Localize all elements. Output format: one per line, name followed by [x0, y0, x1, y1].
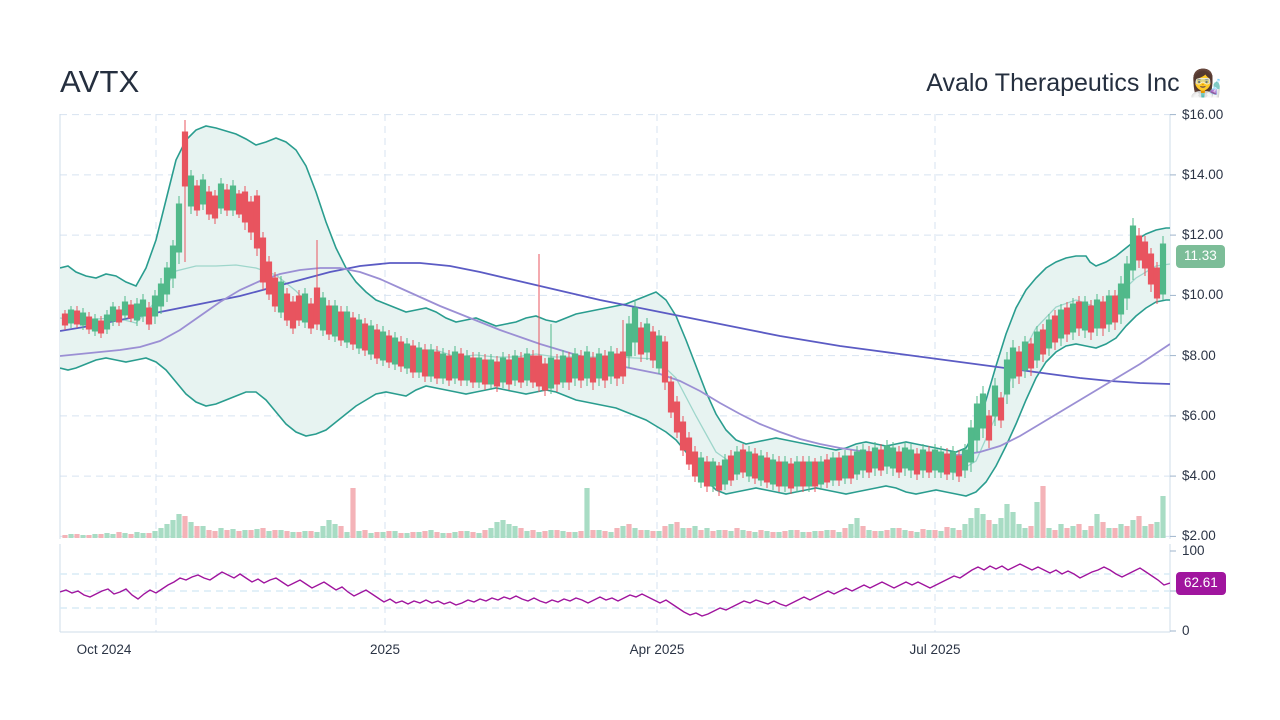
- company-identity: Avalo Therapeutics Inc 👩‍🔬: [926, 64, 1222, 102]
- current-rsi-badge: 62.61: [1176, 572, 1226, 595]
- candlestick-series: [61, 120, 1167, 496]
- ma-long-line: [60, 262, 1170, 385]
- company-name: Avalo Therapeutics Inc: [926, 69, 1180, 97]
- rsi-reference-lines: [60, 573, 1170, 609]
- woman-scientist-emoji-icon: 👩‍🔬: [1189, 68, 1222, 98]
- y-axis-label-16: $16.00: [1182, 107, 1224, 122]
- rsi-axis-label-100: 100: [1182, 543, 1205, 558]
- y-axis-label-6: $6.00: [1182, 408, 1216, 423]
- bollinger-lower-band: [60, 299, 1170, 497]
- volume-series: [62, 486, 1166, 538]
- rsi-axis-label-0: 0: [1182, 623, 1190, 638]
- y-axis-label-8: $8.00: [1182, 348, 1216, 363]
- x-axis-label-apr-2025: Apr 2025: [629, 642, 685, 657]
- chart-header: AVTX Avalo Therapeutics Inc 👩‍🔬: [0, 0, 1280, 112]
- x-axis-label-oct-2024: Oct 2024: [76, 642, 132, 657]
- rsi-line: [60, 563, 1170, 617]
- y-axis-label-4: $4.00: [1182, 468, 1216, 483]
- current-price-badge: 11.33: [1176, 245, 1225, 268]
- y-axis-label-10: $10.00: [1182, 287, 1224, 302]
- x-axis-label-2025: 2025: [369, 642, 401, 657]
- y-axis-label-12: $12.00: [1182, 227, 1224, 242]
- x-axis-label-jul-2025: Jul 2025: [909, 642, 961, 657]
- y-axis-label-14: $14.00: [1182, 167, 1224, 182]
- y-tick-marks: [1170, 114, 1176, 632]
- y-axis-label-2: $2.00: [1182, 528, 1216, 543]
- ticker-symbol: AVTX: [60, 64, 140, 99]
- bollinger-band-fill: [60, 126, 1170, 496]
